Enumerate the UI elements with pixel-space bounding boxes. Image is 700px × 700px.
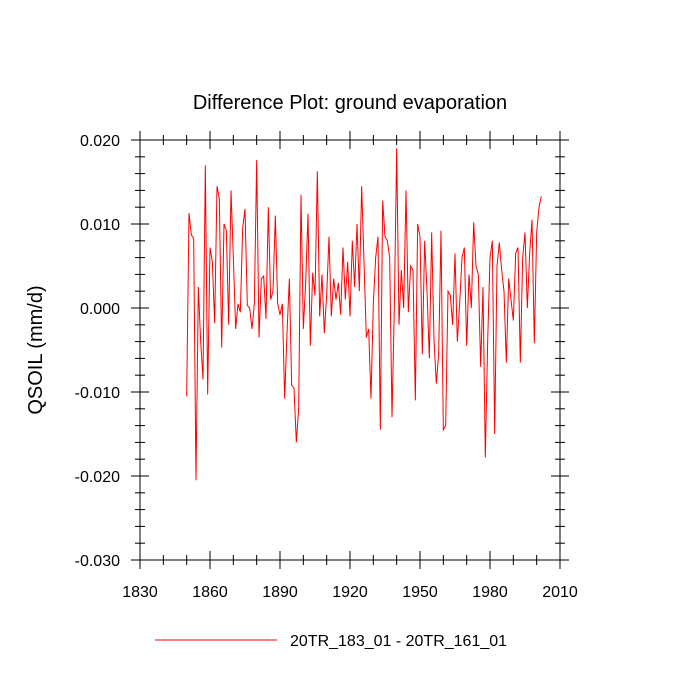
y-tick-label: 0.020 bbox=[80, 133, 120, 150]
chart-title: Difference Plot: ground evaporation bbox=[193, 92, 507, 114]
x-tick-label: 1830 bbox=[122, 584, 158, 601]
series-layer bbox=[186, 148, 542, 481]
legend-label: 20TR_183_01 - 20TR_161_01 bbox=[290, 633, 507, 650]
x-tick-label: 1920 bbox=[332, 584, 368, 601]
x-tick-label: 1890 bbox=[262, 584, 298, 601]
y-tick-label: 0.000 bbox=[80, 301, 120, 318]
y-tick-label: -0.010 bbox=[75, 385, 120, 402]
series-line bbox=[186, 148, 542, 481]
legend: 20TR_183_01 - 20TR_161_01 bbox=[155, 633, 507, 650]
plot-frame bbox=[139, 139, 561, 561]
x-tick-label: 2010 bbox=[542, 584, 578, 601]
x-tick-label: 1950 bbox=[402, 584, 438, 601]
y-tick-label: -0.020 bbox=[75, 469, 120, 486]
y-tick-label: -0.030 bbox=[75, 553, 120, 570]
x-tick-label: 1980 bbox=[472, 584, 508, 601]
x-tick-label: 1860 bbox=[192, 584, 228, 601]
y-tick-label: 0.010 bbox=[80, 217, 120, 234]
y-axis-label: QSOIL (mm/d) bbox=[25, 285, 47, 414]
